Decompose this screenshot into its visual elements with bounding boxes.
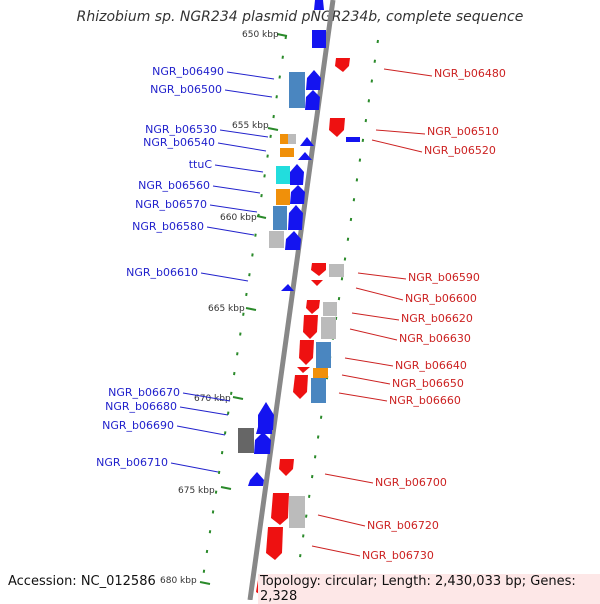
gene-ngr-b06720 <box>271 493 289 525</box>
right-labels: NGR_b06480 NGR_b06510 NGR_b06520 NGR_b06… <box>362 67 506 562</box>
label-ngr-b06510[interactable]: NGR_b06510 <box>427 125 499 138</box>
label-ngr-b06490[interactable]: NGR_b06490 <box>152 65 224 78</box>
gene-ngr-b06540 <box>298 152 312 160</box>
gene-top-arrow <box>314 0 324 10</box>
gene-ngr-b06610 <box>281 284 294 291</box>
label-ngr-b06730[interactable]: NGR_b06730 <box>362 549 434 562</box>
gene-ngr-b06650 <box>297 367 310 373</box>
label-ngr-b06610[interactable]: NGR_b06610 <box>126 266 198 279</box>
gene-ngr-b06520 <box>346 137 360 142</box>
label-ngr-b06560[interactable]: NGR_b06560 <box>138 179 210 192</box>
gene-ngr-b06660 <box>293 375 308 399</box>
label-ngr-b06620[interactable]: NGR_b06620 <box>401 312 473 325</box>
label-ngr-b06570[interactable]: NGR_b06570 <box>135 198 207 211</box>
kbp-tick-680: 680 kbp <box>160 576 197 586</box>
label-ngr-b06700[interactable]: NGR_b06700 <box>375 476 447 489</box>
label-ngr-b06500[interactable]: NGR_b06500 <box>150 83 222 96</box>
label-ngr-b06540[interactable]: NGR_b06540 <box>143 136 215 149</box>
gene-ngr-b06600 <box>311 280 323 286</box>
gene-ngr-b06480 <box>335 58 350 72</box>
label-ngr-b06690[interactable]: NGR_b06690 <box>102 419 174 432</box>
label-ngr-b06590[interactable]: NGR_b06590 <box>408 271 480 284</box>
gene-ngr-b06570 <box>288 205 303 230</box>
dotted-guides <box>201 35 379 585</box>
leader-lines-right <box>311 68 433 557</box>
cog-boxes-left <box>238 72 305 453</box>
kbp-tick-665: 665 kbp <box>208 304 245 314</box>
kbp-tick-660: 660 kbp <box>220 213 257 223</box>
map-title: Rhizobium sp. NGR234 plasmid pNGR234b, c… <box>76 9 524 25</box>
gene-ngr-b06620 <box>306 300 320 314</box>
label-ttuc[interactable]: ttuC <box>189 158 213 171</box>
label-ngr-b06670[interactable]: NGR_b06670 <box>108 386 180 399</box>
label-ngr-b06650[interactable]: NGR_b06650 <box>392 377 464 390</box>
gene-ngr-b06590-box <box>329 264 344 277</box>
gene-ngr-b06560 <box>290 185 305 204</box>
left-labels: NGR_b06490 NGR_b06500 NGR_b06530 NGR_b06… <box>96 65 224 469</box>
kbp-tick-670: 670 kbp <box>194 394 231 404</box>
kbp-tick-655: 655 kbp <box>232 121 269 131</box>
label-ngr-b06640[interactable]: NGR_b06640 <box>395 359 467 372</box>
label-ngr-b06580[interactable]: NGR_b06580 <box>132 220 204 233</box>
label-ngr-b06520[interactable]: NGR_b06520 <box>424 144 496 157</box>
kbp-ticks: 650 kbp 655 kbp 660 kbp 665 kbp 670 kbp … <box>160 30 288 586</box>
gene-ngr-b06580 <box>285 231 301 250</box>
label-ngr-b06480[interactable]: NGR_b06480 <box>434 67 506 80</box>
gene-ttuc <box>290 164 304 185</box>
label-ngr-b06680[interactable]: NGR_b06680 <box>105 400 177 413</box>
gene-ngr-b06500 <box>305 90 320 110</box>
gene-ngr-b06590 <box>311 263 326 276</box>
topology-text: Topology: circular; Length: 2,430,033 bp… <box>258 574 600 604</box>
gene-ngr-b06510 <box>329 118 345 137</box>
gene-ngr-b06730 <box>266 527 283 560</box>
leader-lines-left <box>170 71 275 473</box>
gene-ngr-b06530 <box>300 137 314 146</box>
gene-ngr-b06690 <box>254 432 271 454</box>
label-ngr-b06600[interactable]: NGR_b06600 <box>405 292 477 305</box>
kbp-tick-675: 675 kbp <box>178 486 215 496</box>
label-ngr-b06630[interactable]: NGR_b06630 <box>399 332 471 345</box>
label-ngr-b06530[interactable]: NGR_b06530 <box>145 123 217 136</box>
gene-ngr-b06630 <box>303 315 318 339</box>
gene-top <box>312 30 326 48</box>
accession-text: Accession: NC_012586 <box>8 574 156 589</box>
gene-ngr-b06640 <box>299 340 314 365</box>
gene-ngr-b06680 <box>256 412 272 434</box>
label-ngr-b06720[interactable]: NGR_b06720 <box>367 519 439 532</box>
gene-ngr-b06710 <box>248 472 264 486</box>
reverse-genes <box>256 58 360 597</box>
kbp-tick-650: 650 kbp <box>242 30 279 40</box>
forward-genes <box>248 0 326 486</box>
label-ngr-b06710[interactable]: NGR_b06710 <box>96 456 168 469</box>
label-ngr-b06660[interactable]: NGR_b06660 <box>389 394 461 407</box>
gene-ngr-b06490 <box>306 70 321 90</box>
gene-ngr-b06700 <box>279 459 294 476</box>
